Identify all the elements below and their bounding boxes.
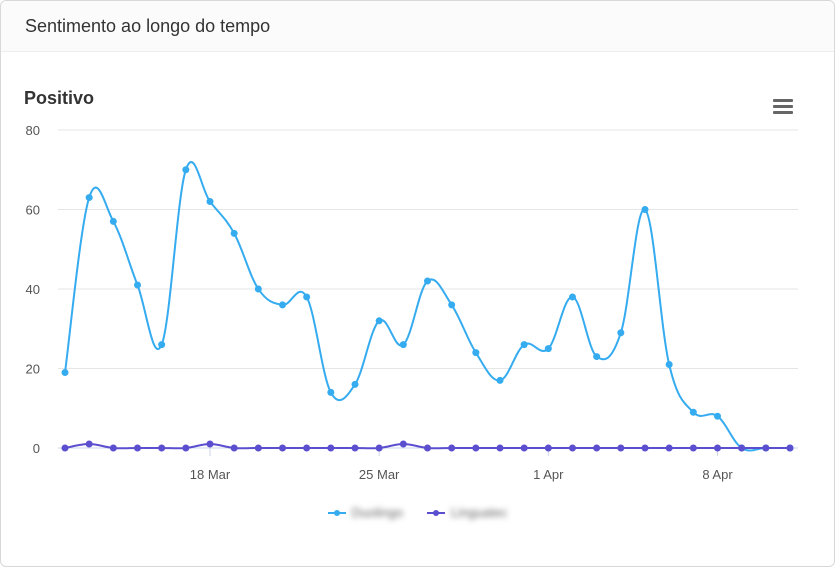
data-point xyxy=(617,329,625,337)
x-tick-label: 1 Apr xyxy=(533,467,564,482)
data-point xyxy=(351,380,359,388)
y-tick-label: 0 xyxy=(33,441,40,456)
data-point xyxy=(399,440,407,448)
data-point xyxy=(399,341,407,349)
legend-marker-icon xyxy=(327,508,346,518)
data-point xyxy=(762,444,770,452)
data-point xyxy=(158,444,166,452)
data-point xyxy=(375,444,383,452)
data-point xyxy=(230,229,238,237)
y-tick-label: 80 xyxy=(26,123,40,138)
series-line-0 xyxy=(64,161,790,452)
data-point xyxy=(714,412,721,420)
data-point xyxy=(520,341,528,349)
data-point xyxy=(424,277,431,285)
y-tick-label: 60 xyxy=(26,203,40,218)
data-point xyxy=(85,440,93,448)
data-point xyxy=(182,444,190,452)
data-point xyxy=(61,444,69,452)
data-point xyxy=(327,388,335,396)
data-point xyxy=(544,345,552,353)
data-point xyxy=(496,376,504,384)
data-point xyxy=(714,444,721,452)
data-point xyxy=(665,444,673,452)
data-point xyxy=(738,444,746,452)
data-point xyxy=(665,361,673,369)
data-point xyxy=(544,444,552,452)
data-point xyxy=(303,293,311,301)
legend-label: Linguatec xyxy=(450,505,508,520)
data-point xyxy=(134,281,141,289)
legend-item-1[interactable]: Linguatec xyxy=(426,505,508,520)
data-point xyxy=(206,198,214,206)
y-tick-label: 40 xyxy=(26,282,40,297)
data-point xyxy=(230,444,238,452)
data-point xyxy=(617,444,625,452)
data-point xyxy=(472,349,480,357)
chart-title: Positivo xyxy=(24,88,95,108)
x-tick-label: 25 Mar xyxy=(359,467,400,482)
data-point xyxy=(424,444,431,452)
data-point xyxy=(472,444,480,452)
data-point xyxy=(254,285,262,293)
data-point xyxy=(569,293,576,301)
data-point xyxy=(593,444,601,452)
data-point xyxy=(689,444,697,452)
chart-menu-button[interactable] xyxy=(768,96,798,122)
legend-marker-icon xyxy=(426,508,445,518)
data-point xyxy=(327,444,335,452)
data-point xyxy=(496,444,504,452)
data-point xyxy=(520,444,528,452)
data-point xyxy=(569,444,576,452)
data-point xyxy=(448,301,456,309)
legend-label: Duolingo xyxy=(351,505,403,520)
x-tick-label: 18 Mar xyxy=(190,467,231,482)
data-point xyxy=(641,444,649,452)
data-point xyxy=(593,353,601,361)
data-point xyxy=(641,206,649,213)
data-point xyxy=(109,217,117,225)
data-point xyxy=(375,317,383,325)
data-point xyxy=(279,301,286,309)
data-point xyxy=(134,444,141,452)
data-point xyxy=(303,444,311,452)
card-title: Sentimento ao longo do tempo xyxy=(25,15,271,36)
data-point xyxy=(182,166,190,174)
x-tick-label: 8 Apr xyxy=(702,467,733,482)
data-point xyxy=(206,440,214,448)
legend-item-0[interactable]: Duolingo xyxy=(327,505,403,520)
data-point xyxy=(448,444,456,452)
card-header: Sentimento ao longo do tempo xyxy=(1,1,834,52)
data-point xyxy=(85,194,93,202)
data-point xyxy=(254,444,262,452)
y-tick-label: 20 xyxy=(26,362,40,377)
hamburger-icon xyxy=(773,99,793,102)
data-point xyxy=(158,341,166,349)
data-point xyxy=(786,444,794,452)
data-point xyxy=(279,444,286,452)
chart-legend: Duolingo Linguatec xyxy=(0,505,835,520)
data-point xyxy=(689,408,697,416)
data-point xyxy=(109,444,117,452)
data-point xyxy=(61,368,69,376)
data-point xyxy=(351,444,359,452)
